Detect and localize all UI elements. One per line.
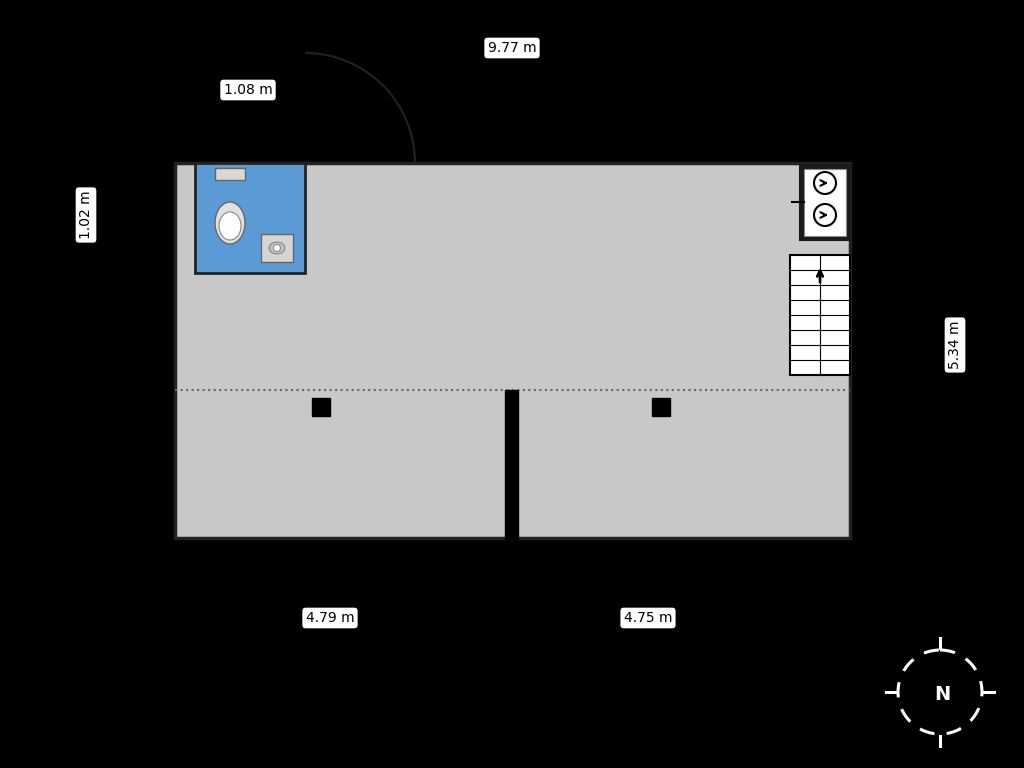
Circle shape <box>273 244 281 251</box>
Bar <box>505 390 518 540</box>
Text: 4.79 m: 4.79 m <box>306 611 354 625</box>
Ellipse shape <box>215 202 245 244</box>
Bar <box>261 234 293 262</box>
Text: 4.75 m: 4.75 m <box>624 611 672 625</box>
Ellipse shape <box>219 212 241 240</box>
Text: N: N <box>934 684 950 703</box>
Circle shape <box>814 204 836 226</box>
Text: 5.34 m: 5.34 m <box>948 321 962 369</box>
Bar <box>195 163 305 273</box>
Bar <box>790 255 850 375</box>
Text: 1.08 m: 1.08 m <box>223 83 272 97</box>
Bar <box>312 398 330 416</box>
Bar <box>804 169 846 236</box>
Text: 9.77 m: 9.77 m <box>487 41 537 55</box>
Bar <box>800 165 850 240</box>
Bar <box>175 163 850 538</box>
Circle shape <box>814 172 836 194</box>
Bar <box>652 398 670 416</box>
Text: 1.02 m: 1.02 m <box>79 190 93 240</box>
Bar <box>215 168 245 180</box>
Ellipse shape <box>269 242 285 254</box>
